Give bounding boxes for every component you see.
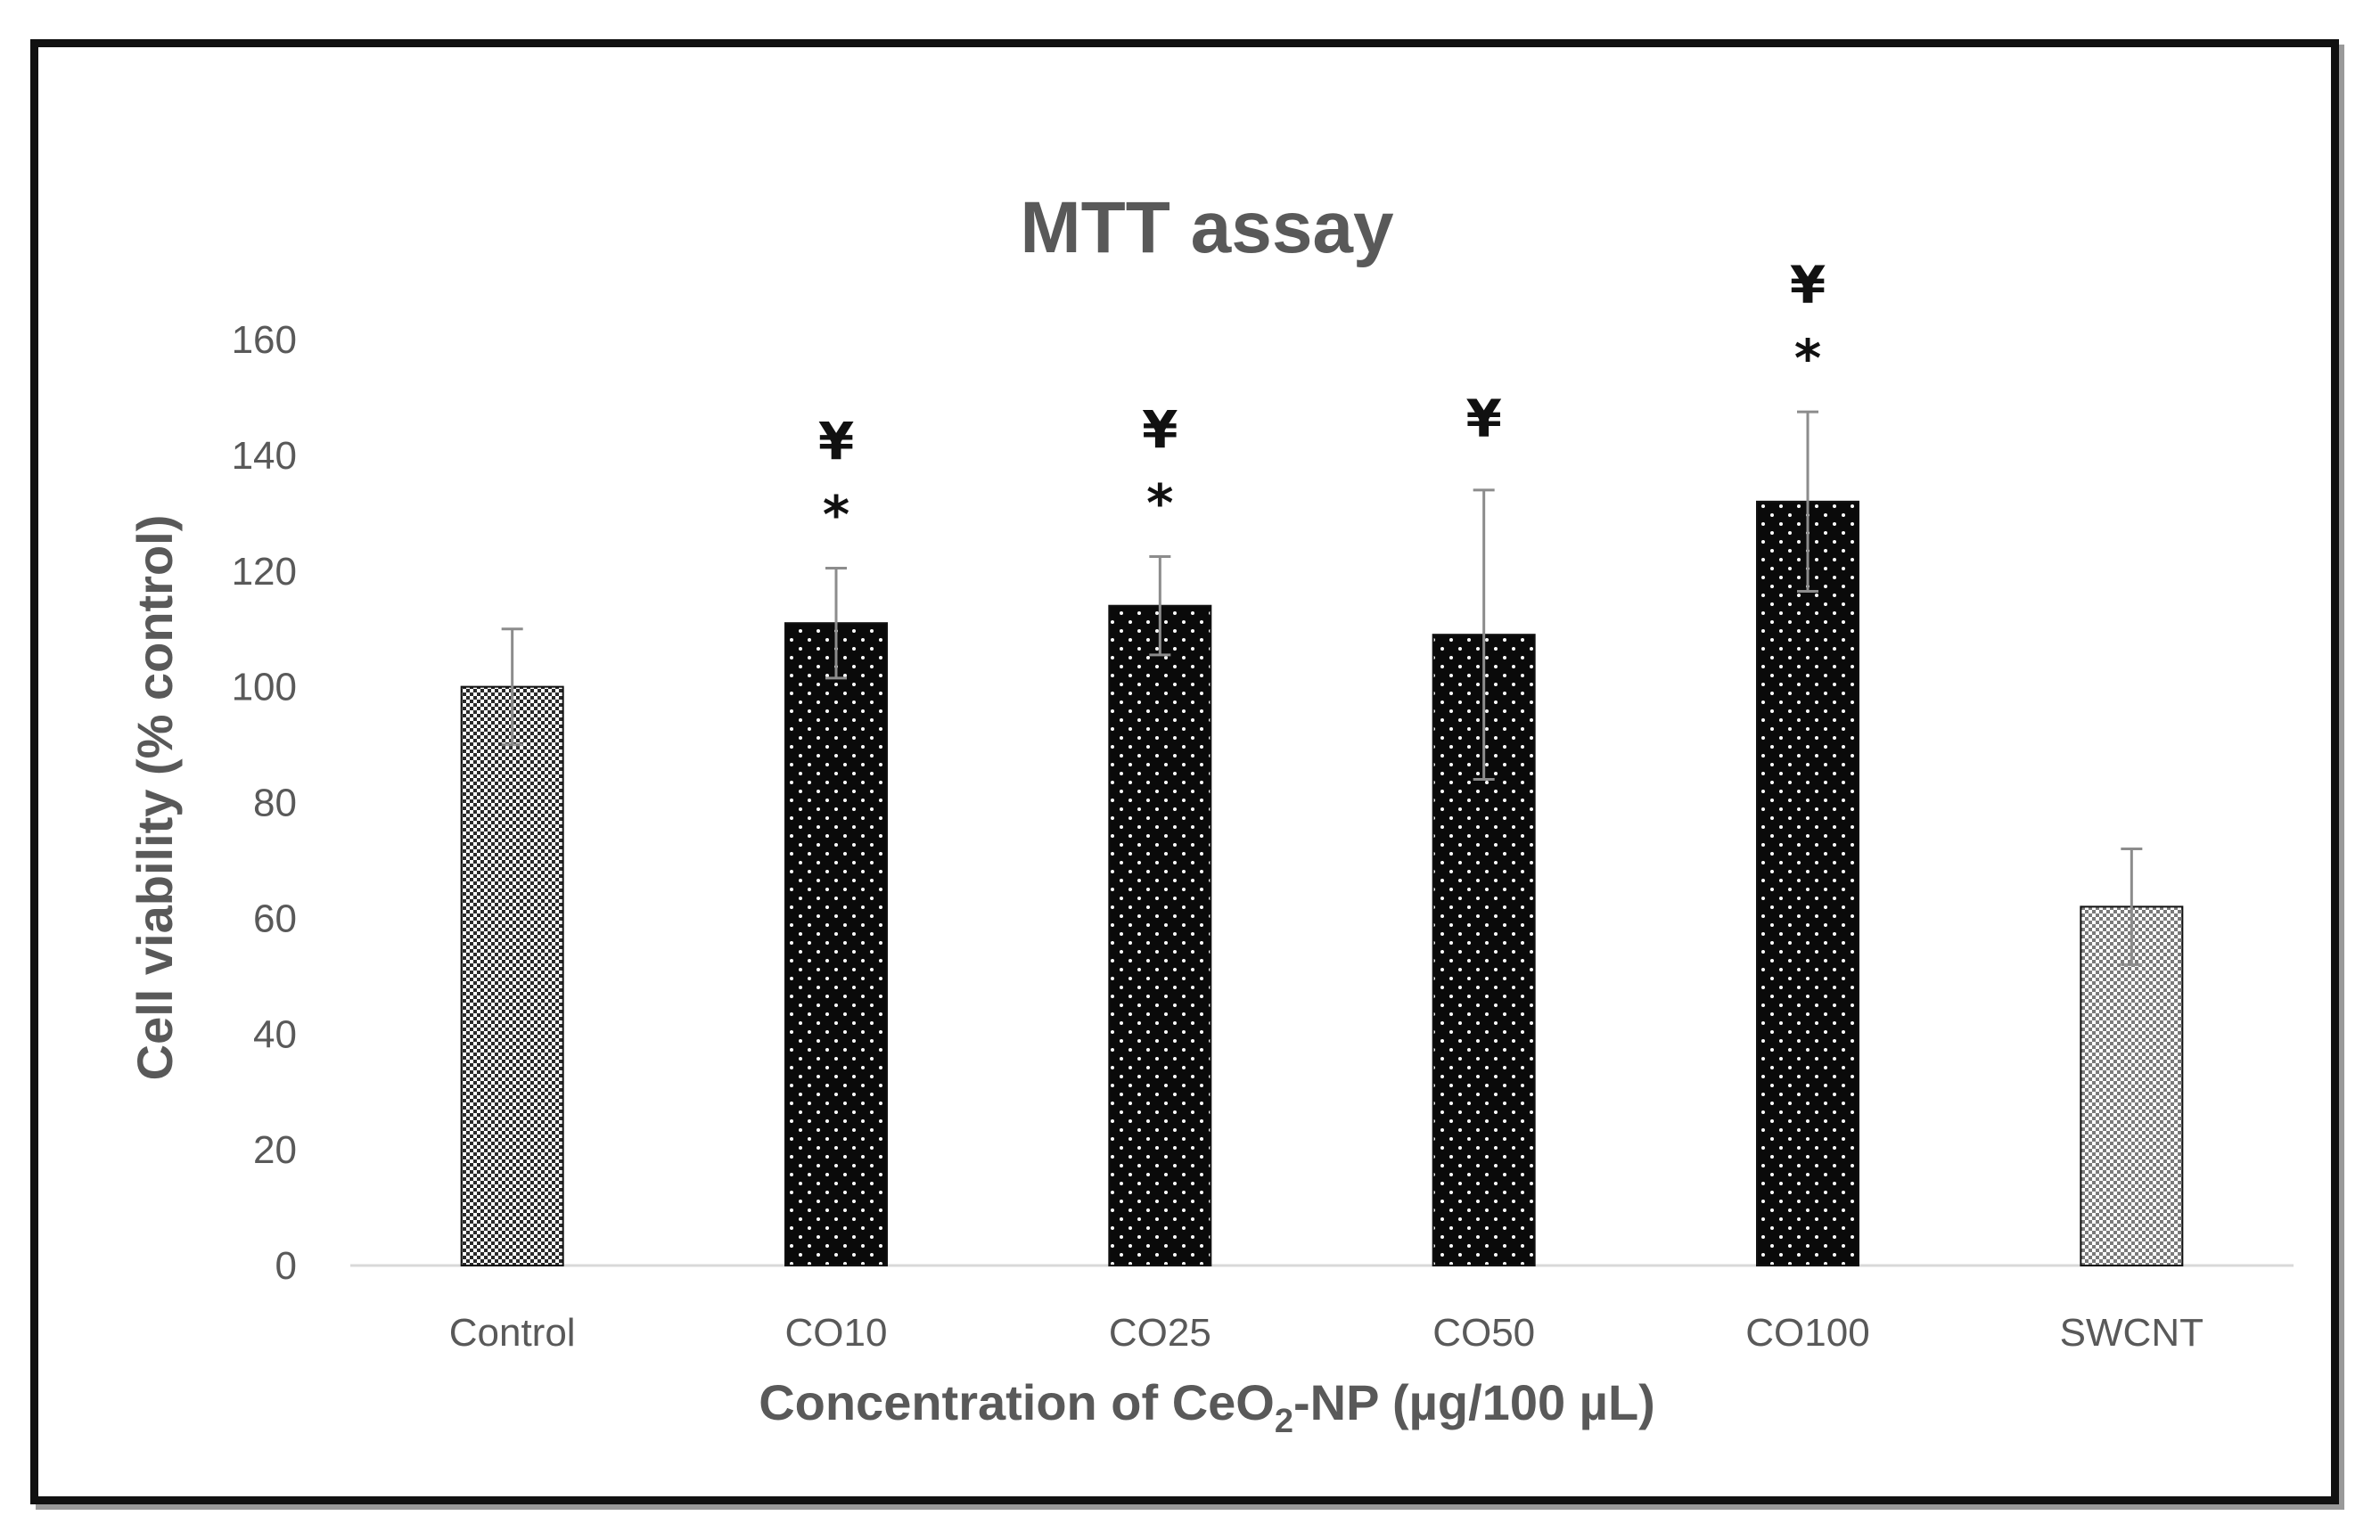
significance-mark: * — [823, 485, 849, 545]
y-tick-label: 100 — [232, 666, 297, 709]
y-tick-label: 120 — [232, 550, 297, 594]
x-axis-title-subscript: 2 — [1275, 1403, 1293, 1440]
x-tick-label: Control — [449, 1311, 576, 1355]
y-tick-label: 80 — [253, 782, 297, 825]
y-tick-label: 20 — [253, 1128, 297, 1172]
y-tick-label: 40 — [253, 1012, 297, 1056]
bar-co100 — [1756, 500, 1859, 1266]
x-tick-label: SWCNT — [2060, 1311, 2204, 1355]
x-tick-label: CO10 — [785, 1311, 888, 1355]
significance-mark: ¥ — [1142, 400, 1178, 461]
x-axis-title: Concentration of CeO2-NP (µg/100 µL) — [759, 1374, 1655, 1440]
y-tick-label: 160 — [232, 318, 297, 362]
x-axis-title-tail: -NP (µg/100 µL) — [1293, 1374, 1655, 1430]
y-tick-label: 60 — [253, 897, 297, 940]
bar-control — [460, 685, 564, 1266]
bar-chart: MTT assay Cell viability (% control) Con… — [127, 187, 2294, 1440]
figure-frame: MTT assay Cell viability (% control) Con… — [30, 39, 2339, 1504]
bar-co10 — [784, 622, 888, 1266]
significance-mark: ¥ — [1790, 255, 1826, 315]
y-tick-label: 0 — [275, 1244, 297, 1288]
x-tick-label: CO25 — [1109, 1311, 1211, 1355]
bar-co25 — [1108, 604, 1212, 1266]
y-tick-label: 140 — [232, 434, 297, 478]
plot-area: 0 20 40 60 80 100 120 140 160 Control * ¥ CO10 * ¥ CO25… — [232, 255, 2294, 1355]
bar-swcnt — [2080, 905, 2184, 1266]
y-axis-title: Cell viability (% control) — [127, 515, 183, 1081]
significance-mark: ¥ — [818, 412, 854, 472]
x-tick-label: CO100 — [1745, 1311, 1869, 1355]
significance-mark: * — [1146, 473, 1173, 534]
chart-title: MTT assay — [1020, 187, 1394, 268]
x-axis-title-main: Concentration of CeO — [759, 1374, 1275, 1430]
significance-mark: * — [1794, 328, 1821, 389]
x-tick-label: CO50 — [1432, 1311, 1535, 1355]
significance-mark: ¥ — [1465, 389, 1501, 449]
